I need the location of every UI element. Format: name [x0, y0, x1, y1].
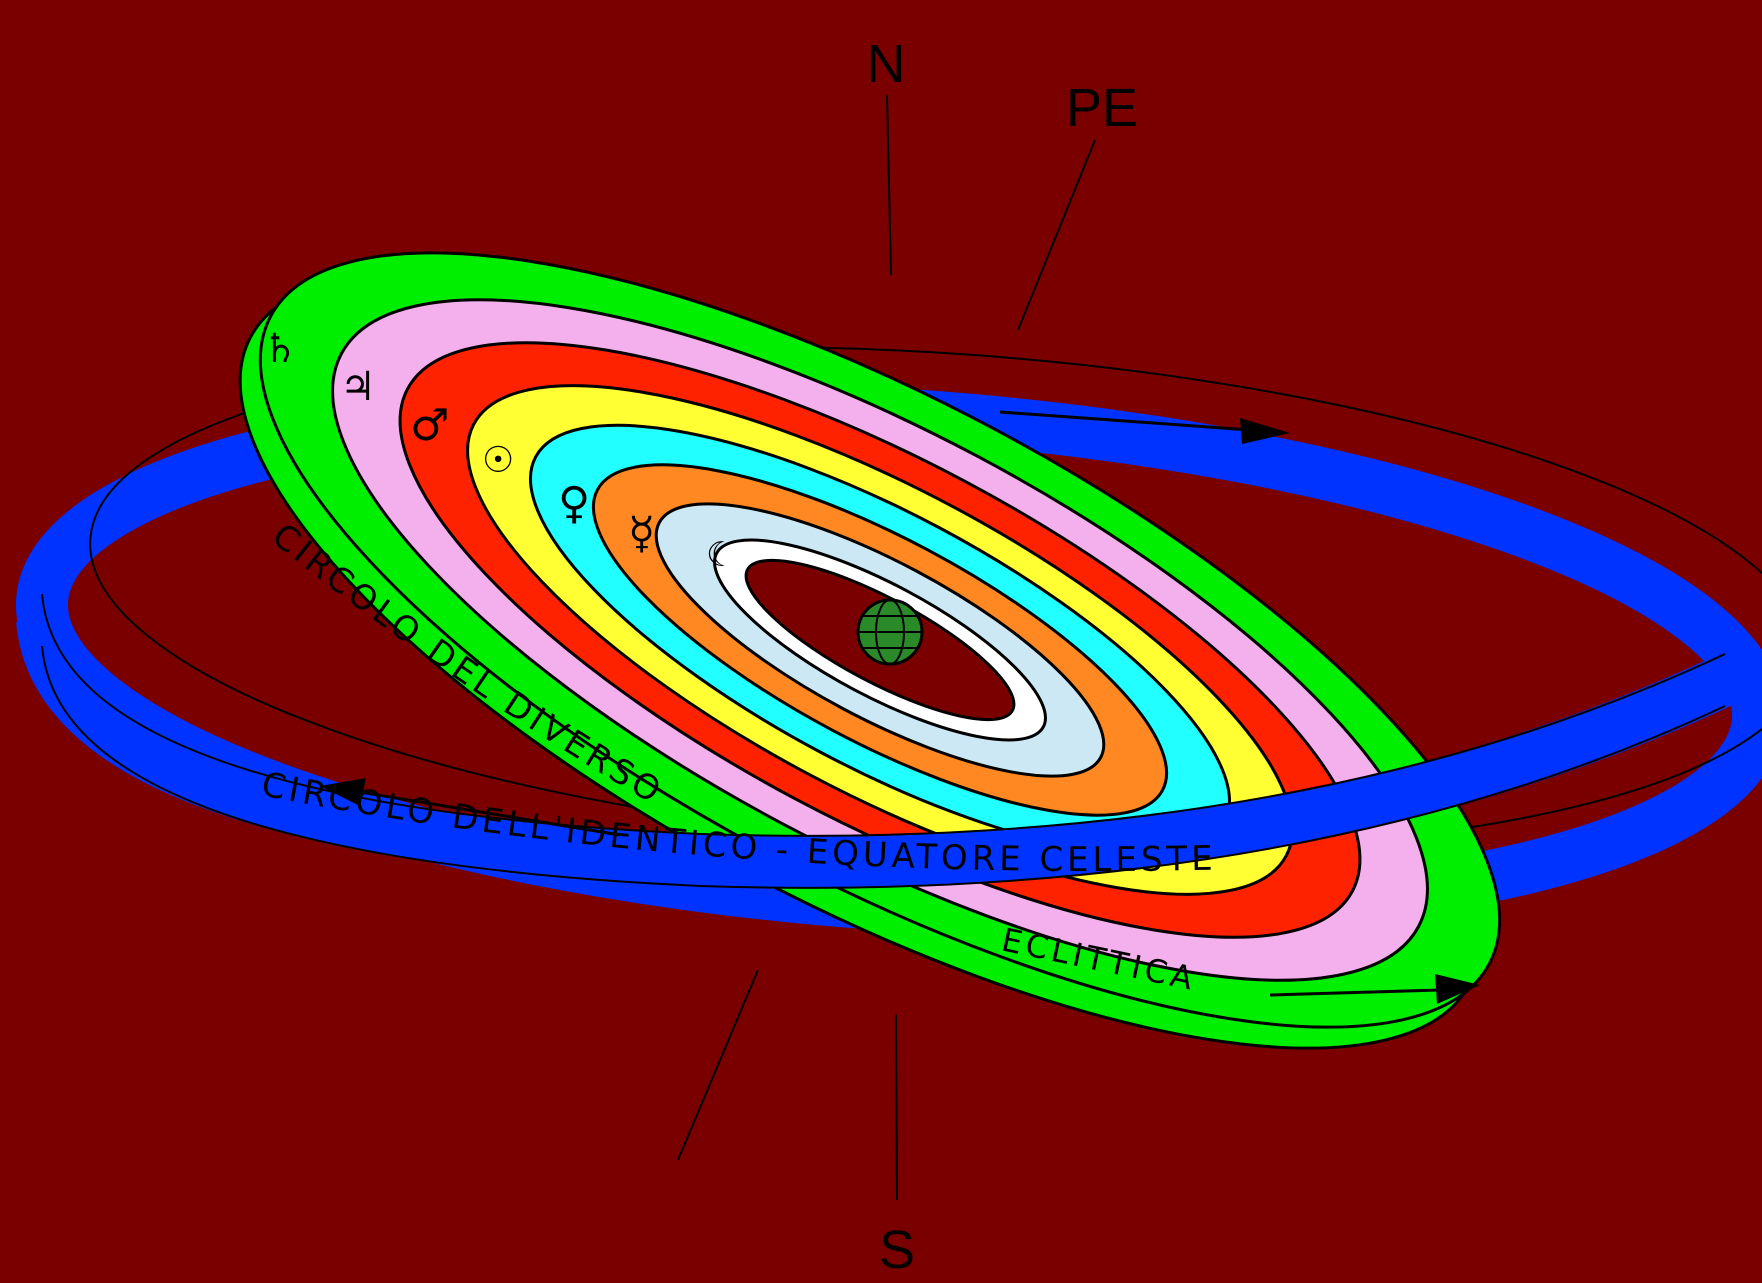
north-pole-label: N: [867, 34, 906, 94]
mars-symbol-icon: ♂: [410, 400, 449, 451]
equator-ring-outer-edge: [41, 645, 1726, 889]
ecliptic-pole-label: PE: [1066, 78, 1138, 138]
mercury-symbol-icon: ☿: [628, 508, 655, 559]
equator-direction-arrow-left: [320, 778, 621, 837]
earth-globe-icon: [856, 598, 924, 666]
south-axis-line: [895, 1014, 898, 1201]
equator-direction-arrow-right: [999, 410, 1290, 444]
ecliptic-pole-line: [1017, 139, 1096, 331]
venus-symbol-icon: ♀: [558, 478, 590, 529]
ecliptic-south-pole-line: [677, 969, 759, 1161]
equator-ring-inner-edge: [41, 593, 1726, 837]
sun-symbol-icon: ☉: [482, 440, 514, 481]
celestial-equator-ring-front: [16, 616, 1737, 888]
jupiter-symbol-icon: ♃: [340, 364, 376, 410]
south-pole-label: S: [879, 1220, 915, 1280]
ecliptic-direction-arrow: [1269, 974, 1480, 1004]
moon-symbol-icon: ☾: [706, 535, 736, 575]
north-axis-line: [886, 94, 892, 276]
saturn-symbol-icon: ♄: [262, 326, 298, 372]
